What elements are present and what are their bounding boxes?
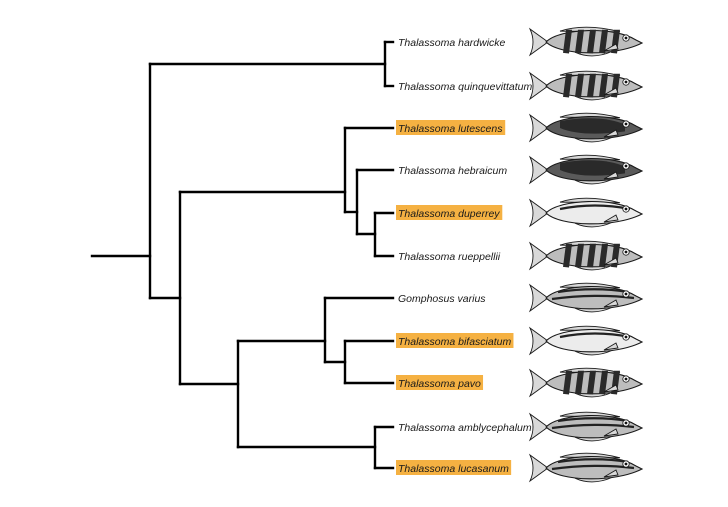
fish-striped-icon: [528, 282, 644, 313]
taxon-label: Thalassoma hardwicke: [398, 37, 506, 49]
fish-striped-icon: [528, 452, 644, 483]
fish-barred-icon: [528, 26, 644, 57]
highlight-box: [396, 205, 503, 220]
tree-branches: [90, 40, 395, 470]
taxon-label: Thalassoma rueppellii: [398, 251, 501, 263]
fish-pale-icon: [528, 197, 644, 228]
taxon-label-group: Gomphosus varius: [398, 293, 486, 305]
taxon-label-group: Thalassoma lutescens: [396, 120, 506, 135]
taxon-label-group: Thalassoma rueppellii: [398, 251, 501, 263]
taxon-label-group: Thalassoma hardwicke: [398, 37, 506, 49]
fish-striped-icon: [528, 411, 644, 442]
taxon-label: Thalassoma lutescens: [398, 123, 503, 135]
taxon-label-group: Thalassoma duperrey: [396, 205, 503, 220]
taxon-label: Thalassoma duperrey: [398, 208, 500, 220]
fish-barred-icon: [528, 367, 644, 398]
highlight-box: [396, 375, 484, 390]
taxon-label-group: Thalassoma bifasciatum: [396, 333, 514, 348]
taxon-label: Gomphosus varius: [398, 293, 486, 305]
taxon-label: Thalassoma lucasanum: [398, 463, 509, 475]
highlight-box: [396, 460, 512, 475]
taxon-label-group: Thalassoma lucasanum: [396, 460, 512, 475]
fish-dark-icon: [528, 112, 644, 143]
highlight-box: [396, 333, 514, 348]
taxon-label: Thalassoma quinquevittatum: [398, 81, 532, 93]
highlight-box: [396, 120, 506, 135]
taxon-label-group: Thalassoma hebraicum: [398, 165, 507, 177]
fish-barred-icon: [528, 70, 644, 101]
taxon-label: Thalassoma pavo: [398, 378, 481, 390]
fish-dark-icon: [528, 154, 644, 185]
fish-barred-icon: [528, 240, 644, 271]
taxon-label: Thalassoma hebraicum: [398, 165, 507, 177]
taxon-label-group: Thalassoma quinquevittatum: [398, 81, 532, 93]
taxon-labels: Thalassoma hardwicke Thalassoma quinquevi…: [396, 37, 532, 475]
taxon-label: Thalassoma bifasciatum: [398, 336, 511, 348]
taxon-label-group: Thalassoma amblycephalum: [398, 422, 532, 434]
fish-illustrations: [528, 26, 644, 483]
taxon-label: Thalassoma amblycephalum: [398, 422, 532, 434]
taxon-label-group: Thalassoma pavo: [396, 375, 484, 390]
fish-pale-icon: [528, 325, 644, 356]
